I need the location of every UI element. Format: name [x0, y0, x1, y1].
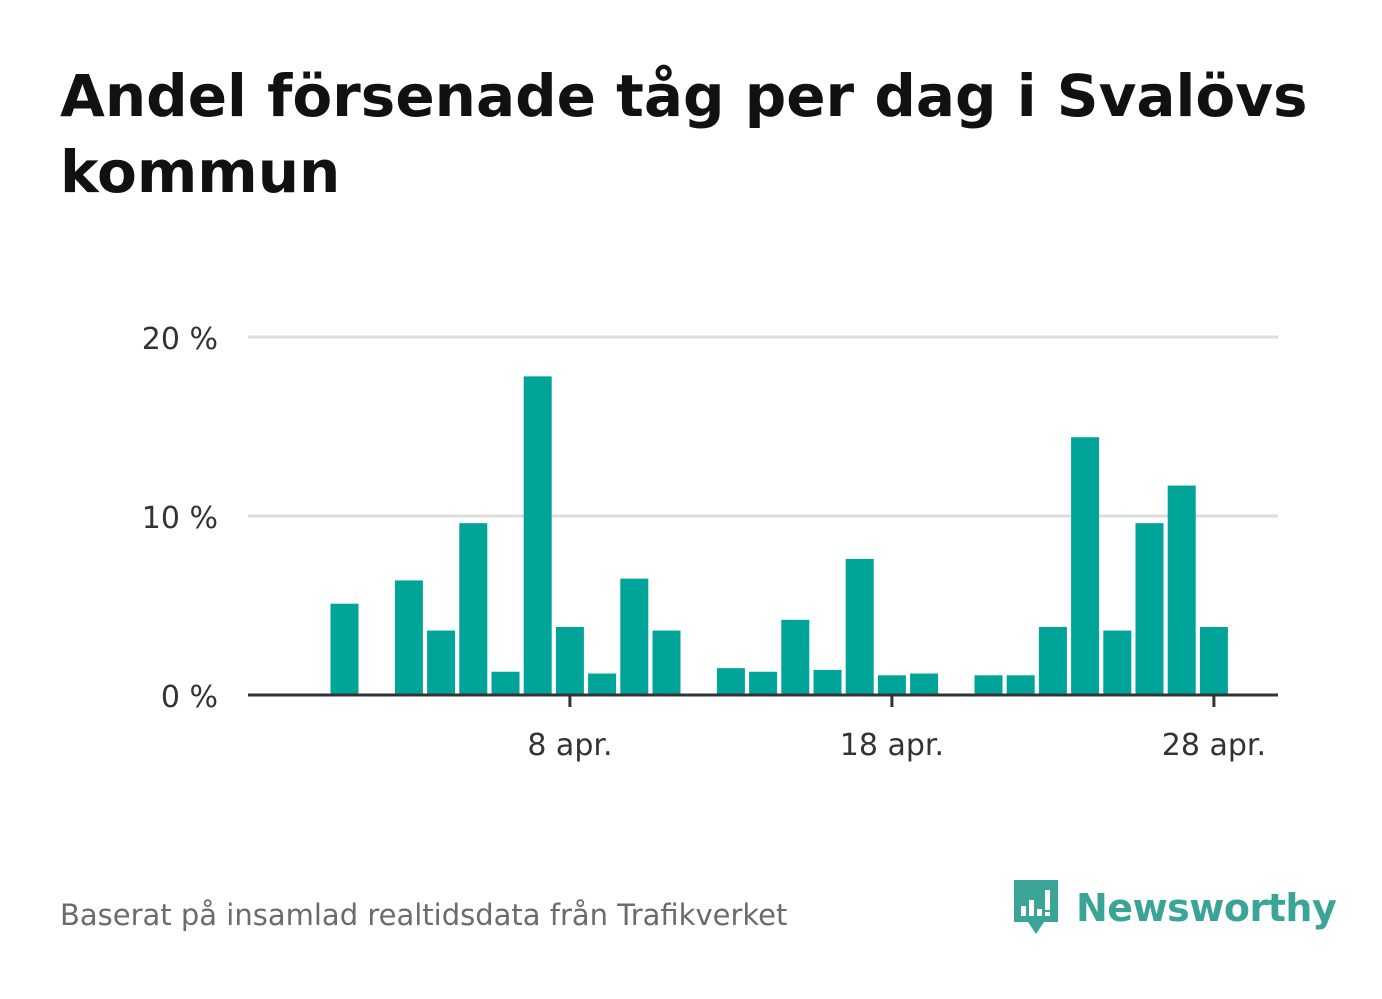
bar [427, 630, 456, 695]
bar [330, 603, 359, 695]
bar [491, 671, 520, 695]
y-axis-ticks: 0 % 10 % 20 % [142, 322, 218, 715]
bar [877, 675, 906, 695]
y-tick-label: 10 % [142, 501, 218, 536]
y-tick-label: 20 % [142, 322, 218, 357]
bar [749, 671, 778, 695]
bar [1038, 626, 1067, 695]
bar [523, 376, 552, 695]
source-note: Baserat på insamlad realtidsdata från Tr… [60, 898, 788, 932]
bar [845, 558, 874, 695]
bar [555, 626, 584, 695]
bar [620, 578, 649, 695]
bar [781, 619, 810, 695]
newsworthy-logo-icon [1014, 880, 1058, 934]
bar-chart: 0 % 10 % 20 % 8 apr. 18 apr. 28 apr. [142, 322, 1278, 763]
y-tick-label: 0 % [161, 680, 218, 715]
bar [910, 673, 939, 695]
bars [330, 376, 1228, 695]
x-tick-label: 18 apr. [840, 728, 944, 763]
bar [459, 523, 488, 695]
x-tick-label: 28 apr. [1162, 728, 1266, 763]
brand-logo: Newsworthy [1010, 876, 1337, 940]
x-axis-ticks: 8 apr. 18 apr. 28 apr. [527, 695, 1266, 763]
bar [1135, 523, 1164, 695]
bar [588, 673, 617, 695]
bar [1199, 626, 1228, 695]
chart-title: Andel försenade tåg per dag i Svalövs ko… [60, 62, 1308, 206]
bar [1167, 485, 1196, 695]
bar [1103, 630, 1132, 695]
bar [716, 668, 745, 695]
bar [394, 580, 423, 695]
bar [813, 669, 842, 695]
gridlines [248, 335, 1278, 518]
bar [1006, 675, 1035, 695]
bar [652, 630, 681, 695]
brand-name: Newsworthy [1076, 886, 1337, 930]
bar [1071, 437, 1100, 695]
bar [974, 675, 1003, 695]
x-tick-label: 8 apr. [527, 728, 612, 763]
